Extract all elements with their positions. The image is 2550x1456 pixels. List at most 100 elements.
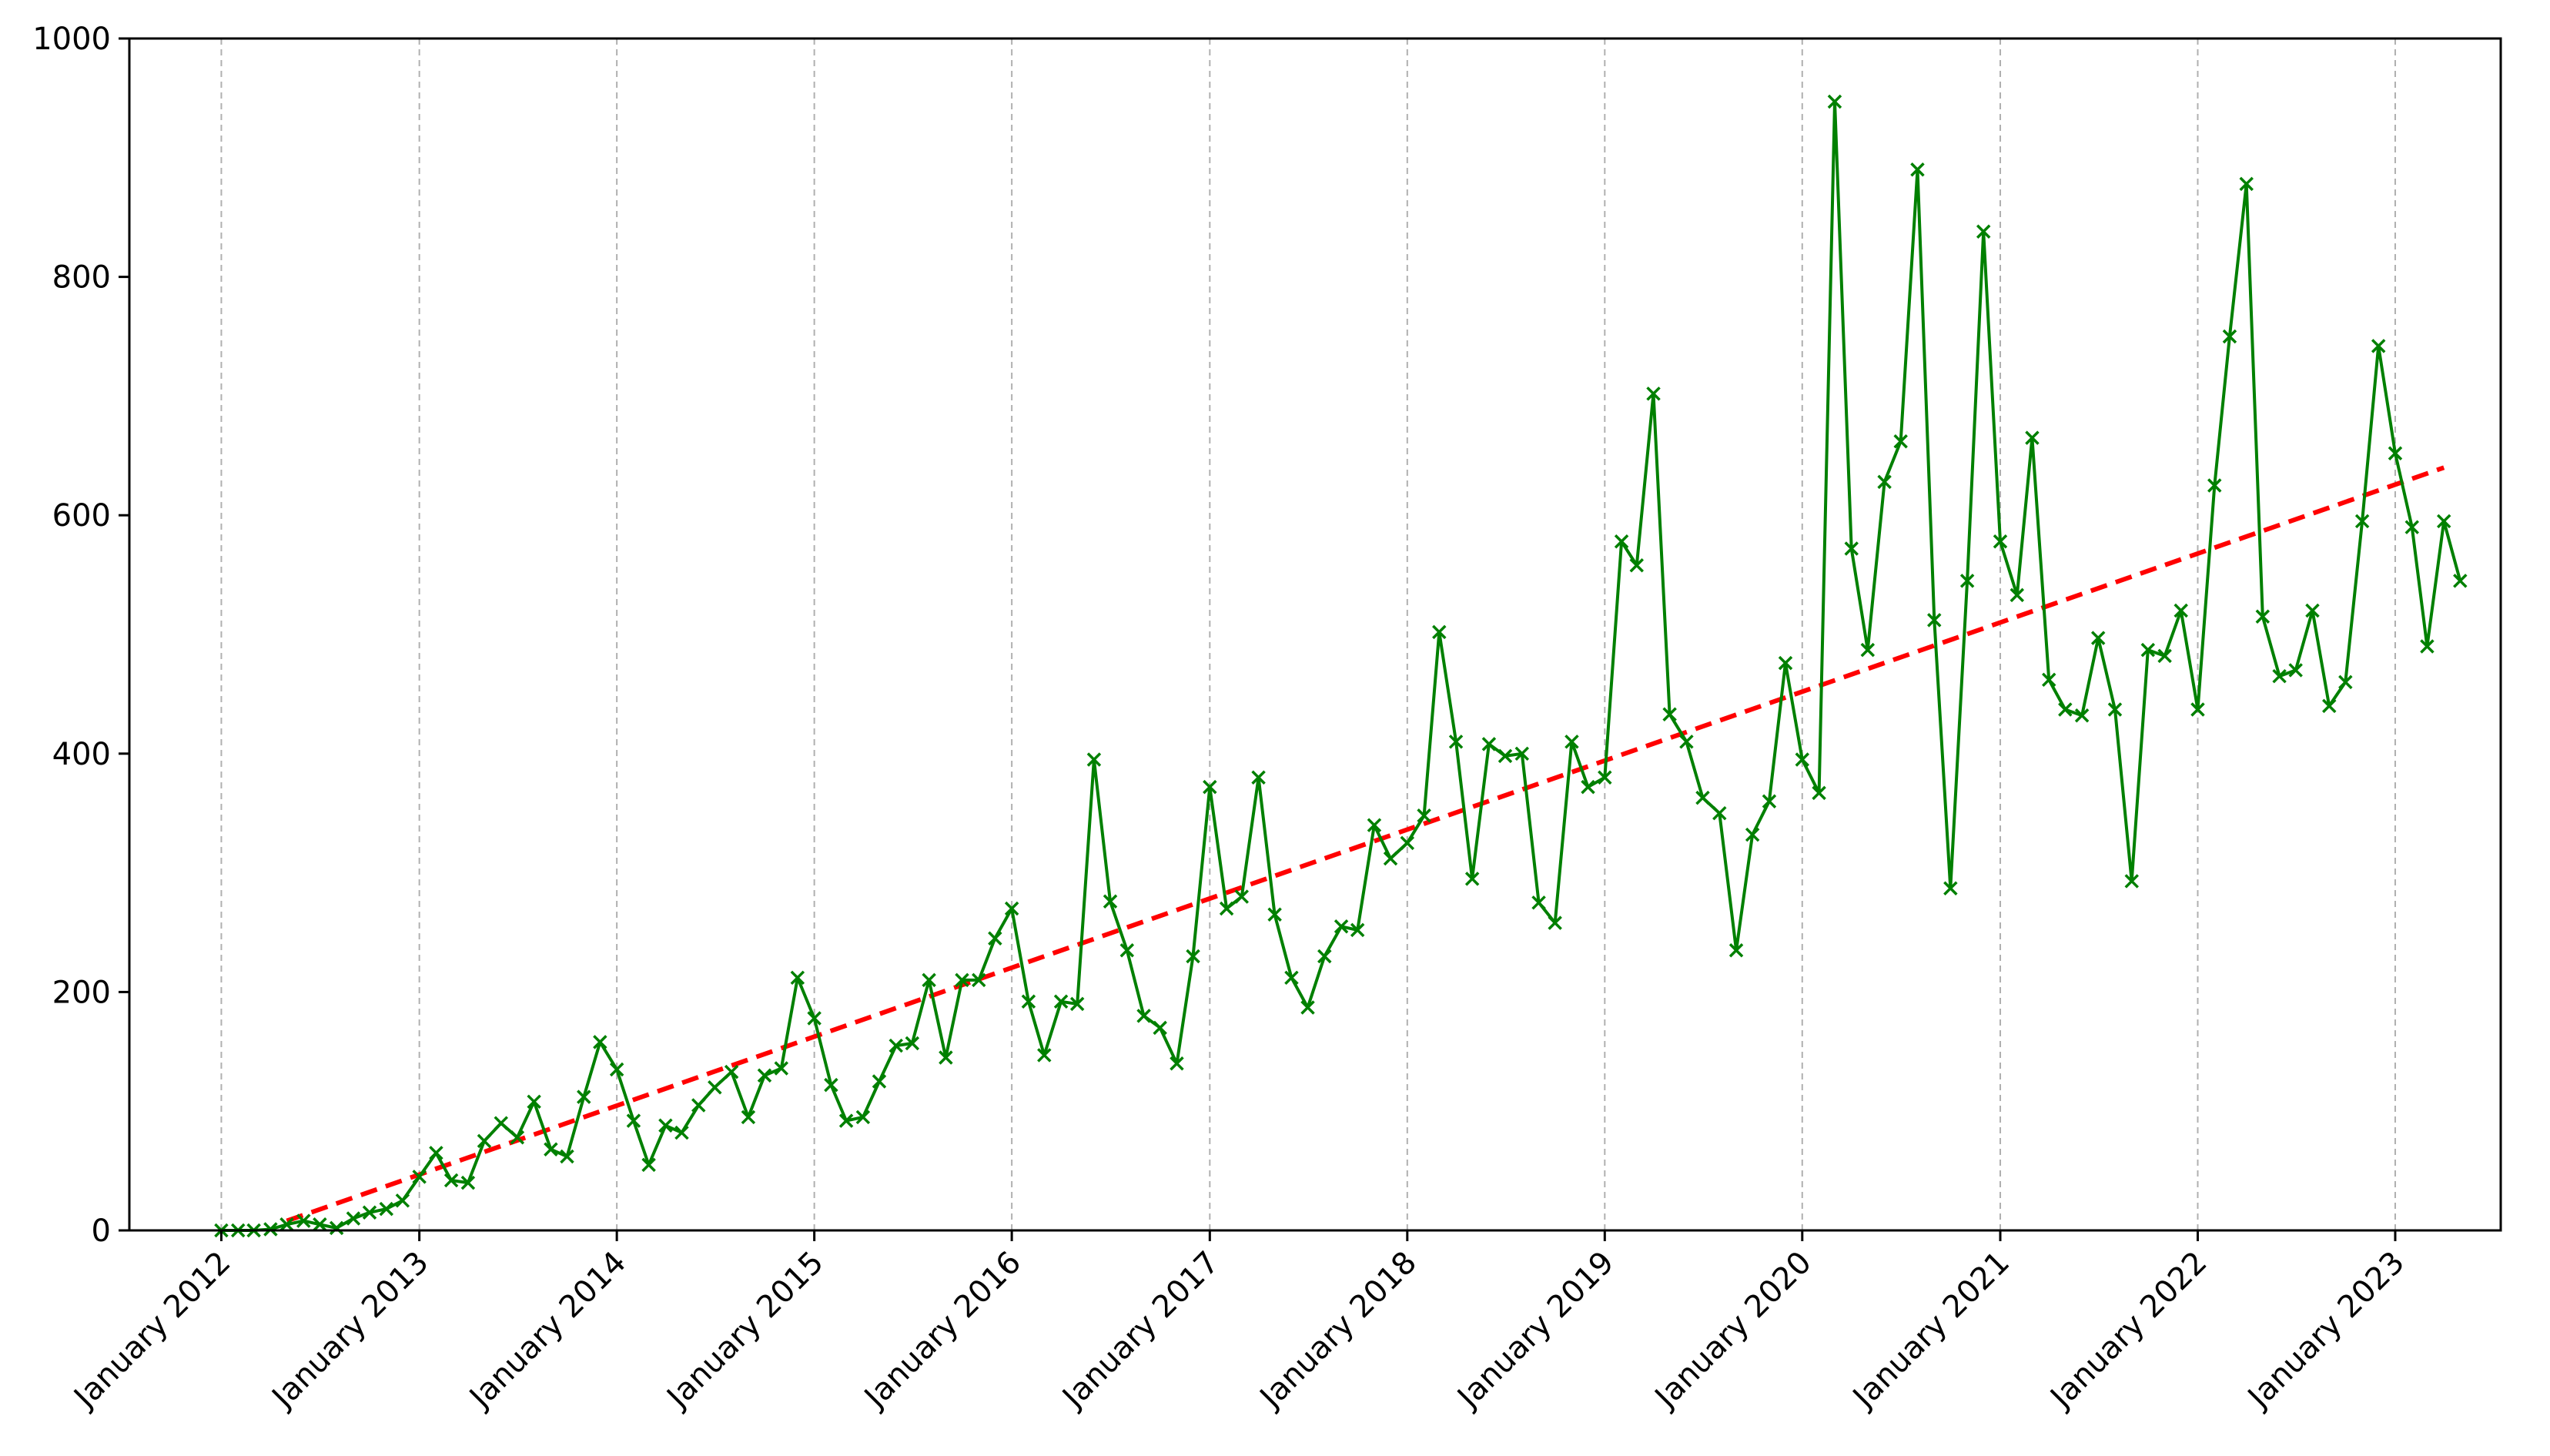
data-point-marker: [1417, 808, 1431, 823]
data-point-marker: [2239, 176, 2254, 192]
data-point-marker: [1812, 785, 1826, 801]
data-point-marker: [757, 1068, 772, 1083]
data-point-marker: [2371, 339, 2386, 353]
data-point-marker: [1514, 746, 1530, 761]
data-point-marker: [2404, 520, 2419, 534]
data-point-marker: [1531, 895, 1546, 910]
data-point-marker: [1383, 851, 1398, 866]
data-point-marker: [1762, 794, 1777, 808]
data-point-marker: [1860, 642, 1876, 658]
data-point-marker: [824, 1077, 838, 1093]
data-point-marker: [1795, 752, 1810, 767]
data-point-marker: [774, 1061, 789, 1076]
data-point-marker: [1581, 779, 1595, 795]
data-point-marker: [544, 1142, 558, 1156]
data-point-marker: [1203, 779, 1217, 795]
data-point-marker: [1695, 790, 1710, 805]
data-point-marker: [838, 1113, 854, 1128]
data-point-marker: [872, 1074, 887, 1089]
data-point-marker: [2420, 639, 2435, 654]
data-point-marker: [494, 1116, 509, 1130]
y-tick-label: 400: [52, 737, 111, 772]
data-point-marker: [939, 1050, 953, 1065]
data-point-marker: [1943, 881, 1958, 895]
data-point-marker: [2140, 642, 2156, 658]
data-point-marker: [1498, 748, 1513, 764]
data-point-marker: [2090, 631, 2106, 645]
data-point-marker: [527, 1094, 541, 1110]
data-point-marker: [2041, 672, 2056, 688]
data-point-marker: [1745, 827, 1760, 842]
data-point-marker: [922, 972, 936, 988]
data-point-marker: [674, 1125, 689, 1140]
data-point-marker: [1629, 557, 1644, 573]
data-point-marker: [2222, 329, 2237, 344]
plot-frame: [128, 37, 2502, 1232]
trend-line-series: [286, 465, 2445, 1223]
data-point-marker: [1432, 624, 1447, 640]
y-tick-label: 600: [52, 498, 111, 534]
data-point-marker: [1350, 922, 1365, 938]
data-point-marker: [577, 1089, 591, 1104]
data-point-marker: [1170, 1056, 1184, 1071]
data-point-marker: [1614, 534, 1629, 549]
data-point-marker: [1186, 949, 1200, 964]
data-point-marker: [1317, 949, 1332, 964]
data-point-marker: [1037, 1048, 1052, 1063]
data-point-marker: [1959, 574, 1975, 588]
data-point-marker: [593, 1035, 607, 1049]
data-point-marker: [708, 1080, 722, 1095]
data-point-marker: [379, 1201, 394, 1217]
data-point-marker: [1367, 818, 1382, 832]
data-point-marker: [1481, 737, 1497, 751]
data-point-marker: [279, 1217, 294, 1232]
data-point-marker: [888, 1038, 903, 1053]
data-point-marker: [1662, 707, 1677, 721]
data-point-marker: [741, 1110, 756, 1125]
data-point-marker: [1712, 805, 1727, 821]
data-point-marker: [2338, 674, 2353, 690]
data-point-marker: [609, 1062, 624, 1077]
grid-lines: [220, 38, 2396, 1230]
data-point-marker: [658, 1118, 673, 1133]
data-markers: [214, 94, 2468, 1238]
y-tick-label: 1000: [32, 22, 111, 57]
data-point-marker: [1993, 534, 2008, 549]
data-point-marker: [395, 1193, 410, 1208]
data-point-marker: [1300, 1000, 1315, 1015]
data-point-marker: [2124, 874, 2139, 889]
data-point-marker: [329, 1220, 344, 1236]
data-point-marker: [362, 1205, 377, 1220]
data-point-marker: [2074, 708, 2090, 723]
data-point-marker: [2354, 514, 2370, 529]
data-point-marker: [2058, 702, 2073, 717]
data-point-marker: [2388, 446, 2403, 460]
data-point-marker: [313, 1217, 327, 1232]
data-point-marker: [2207, 478, 2222, 493]
data-point-marker: [1267, 907, 1282, 922]
data-point-marker: [1976, 224, 1991, 239]
data-point-marker: [955, 972, 969, 988]
data-point-marker: [2010, 587, 2025, 603]
data-point-marker: [2255, 609, 2271, 624]
data-point-marker: [510, 1130, 525, 1145]
y-tick-label: 200: [52, 975, 111, 1010]
data-point-marker: [2107, 702, 2123, 717]
data-point-marker: [560, 1149, 574, 1164]
data-point-marker: [2453, 574, 2468, 588]
data-point-marker: [1021, 994, 1036, 1009]
data-point-marker: [1728, 942, 1744, 958]
data-point-marker: [2157, 648, 2172, 664]
data-point-marker: [1251, 770, 1266, 785]
data-point-marker: [1464, 872, 1480, 886]
data-point-marker: [691, 1098, 706, 1113]
data-point-marker: [1598, 770, 1612, 785]
data-point-marker: [2174, 603, 2188, 618]
data-point-marker: [1827, 94, 1842, 109]
data-point-marker: [2272, 668, 2287, 684]
data-point-marker: [1400, 835, 1415, 851]
data-point-marker: [1219, 901, 1234, 916]
data-point-marker: [1004, 901, 1019, 916]
y-axis: 0 200 400 600 800 1000: [32, 22, 129, 1249]
data-point-marker: [1564, 735, 1579, 749]
